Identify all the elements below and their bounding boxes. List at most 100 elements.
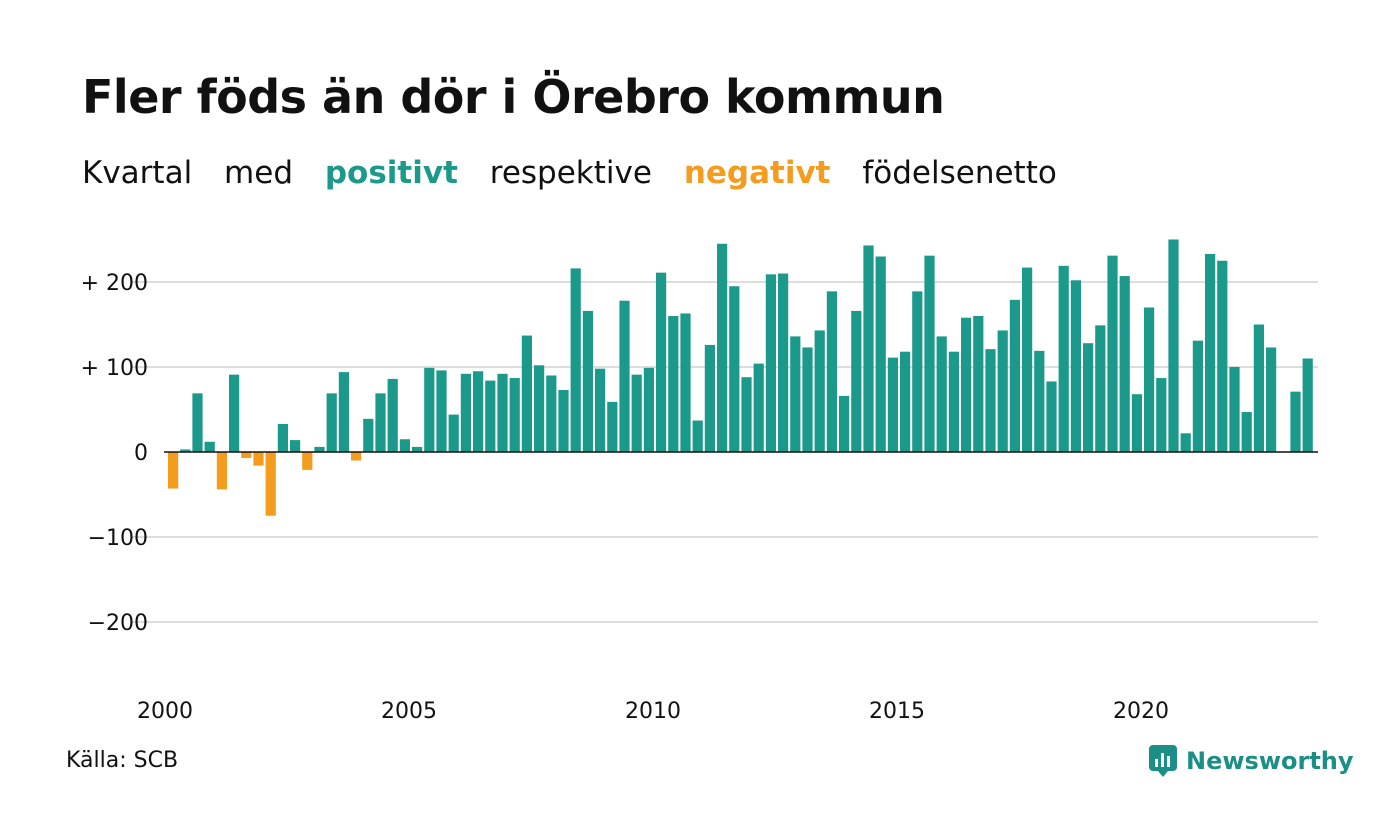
bar	[765, 274, 776, 452]
bar	[351, 452, 362, 461]
x-tick-label: 2000	[137, 699, 193, 724]
bar	[1095, 325, 1106, 452]
bar	[814, 330, 825, 452]
y-tick-label: + 200	[81, 271, 148, 296]
bar	[168, 452, 179, 489]
bar	[692, 420, 703, 452]
subtitle-word: Kvartal	[82, 155, 193, 191]
bar	[1266, 347, 1277, 452]
bar	[375, 393, 386, 452]
x-tick-label: 2010	[625, 699, 681, 724]
subtitle-positive-label: positivt	[324, 155, 458, 191]
bar	[778, 273, 789, 452]
chart-title: Fler föds än dör i Örebro kommun	[82, 70, 945, 124]
bar	[1083, 343, 1094, 452]
bar	[1180, 433, 1191, 452]
bar	[826, 291, 837, 452]
bar	[424, 367, 435, 452]
bar	[338, 372, 349, 452]
bar	[887, 357, 898, 452]
bar	[1034, 350, 1045, 452]
bar	[229, 374, 240, 452]
subtitle-word: med	[224, 155, 293, 191]
bar	[290, 440, 301, 452]
x-tick-label: 2005	[381, 699, 437, 724]
chart-subtitle: Kvartal med positivt respektive negativt…	[82, 155, 1079, 191]
bar	[936, 336, 947, 452]
bar	[497, 373, 508, 452]
bar	[1046, 381, 1057, 452]
bar	[1241, 412, 1252, 452]
bar	[875, 256, 886, 452]
bar	[1253, 324, 1264, 452]
bar	[1156, 378, 1167, 452]
bar	[534, 365, 545, 452]
bar	[326, 393, 337, 452]
bar	[1205, 253, 1216, 452]
bar	[863, 245, 874, 452]
brand-logo: Newsworthy	[1148, 744, 1354, 778]
y-tick-label: −200	[88, 611, 148, 636]
bar	[387, 378, 398, 452]
bar	[802, 347, 813, 452]
bar	[912, 291, 923, 452]
bar	[582, 310, 593, 452]
bar	[192, 393, 203, 452]
x-tick-label: 2020	[1113, 699, 1169, 724]
bar	[460, 373, 471, 452]
bar	[656, 272, 667, 452]
x-tick-label: 2015	[869, 699, 925, 724]
bar	[753, 363, 764, 452]
bar	[1058, 265, 1069, 452]
bar	[277, 423, 288, 452]
bar	[265, 452, 276, 516]
bar	[1229, 367, 1240, 452]
subtitle-word: respektive	[489, 155, 652, 191]
bar	[729, 286, 740, 452]
bar	[412, 446, 423, 452]
bar	[570, 268, 581, 452]
bar	[1290, 391, 1301, 452]
subtitle-negative-label: negativt	[683, 155, 831, 191]
bar	[1119, 276, 1130, 452]
bar	[643, 367, 654, 452]
bar	[1070, 280, 1081, 452]
bar	[436, 370, 447, 452]
bar-chart-badge-icon	[1149, 745, 1177, 777]
bar	[619, 300, 630, 452]
y-tick-label: −100	[88, 526, 148, 551]
bar	[1107, 255, 1118, 452]
bar	[668, 316, 679, 452]
bar	[509, 378, 520, 452]
bar	[314, 446, 325, 452]
bar	[241, 452, 252, 458]
bar	[1192, 340, 1203, 452]
bar	[1168, 239, 1179, 452]
bar	[790, 336, 801, 452]
bar	[948, 351, 959, 452]
bar-chart: −200 −100 0 + 100 + 200 2000 2005 2010 2015 2020	[81, 239, 1318, 724]
bar	[631, 374, 642, 452]
bar	[900, 351, 911, 452]
bar	[399, 439, 410, 452]
y-tick-label: + 100	[81, 356, 148, 381]
bar	[704, 344, 715, 452]
bar	[997, 330, 1008, 452]
bar	[1131, 394, 1142, 452]
bar	[717, 243, 728, 452]
subtitle-word: födelsenetto	[862, 155, 1057, 191]
bar	[216, 452, 227, 490]
bar	[546, 375, 557, 452]
bar	[985, 349, 996, 452]
bar	[448, 414, 459, 452]
bar	[741, 377, 752, 452]
bar	[680, 313, 691, 452]
bar	[521, 335, 532, 452]
bar	[1217, 260, 1228, 452]
bar	[253, 452, 264, 466]
bar	[595, 368, 606, 452]
bar	[961, 317, 972, 452]
bar	[1144, 307, 1155, 452]
bar	[924, 255, 935, 452]
y-tick-label: 0	[134, 441, 148, 466]
